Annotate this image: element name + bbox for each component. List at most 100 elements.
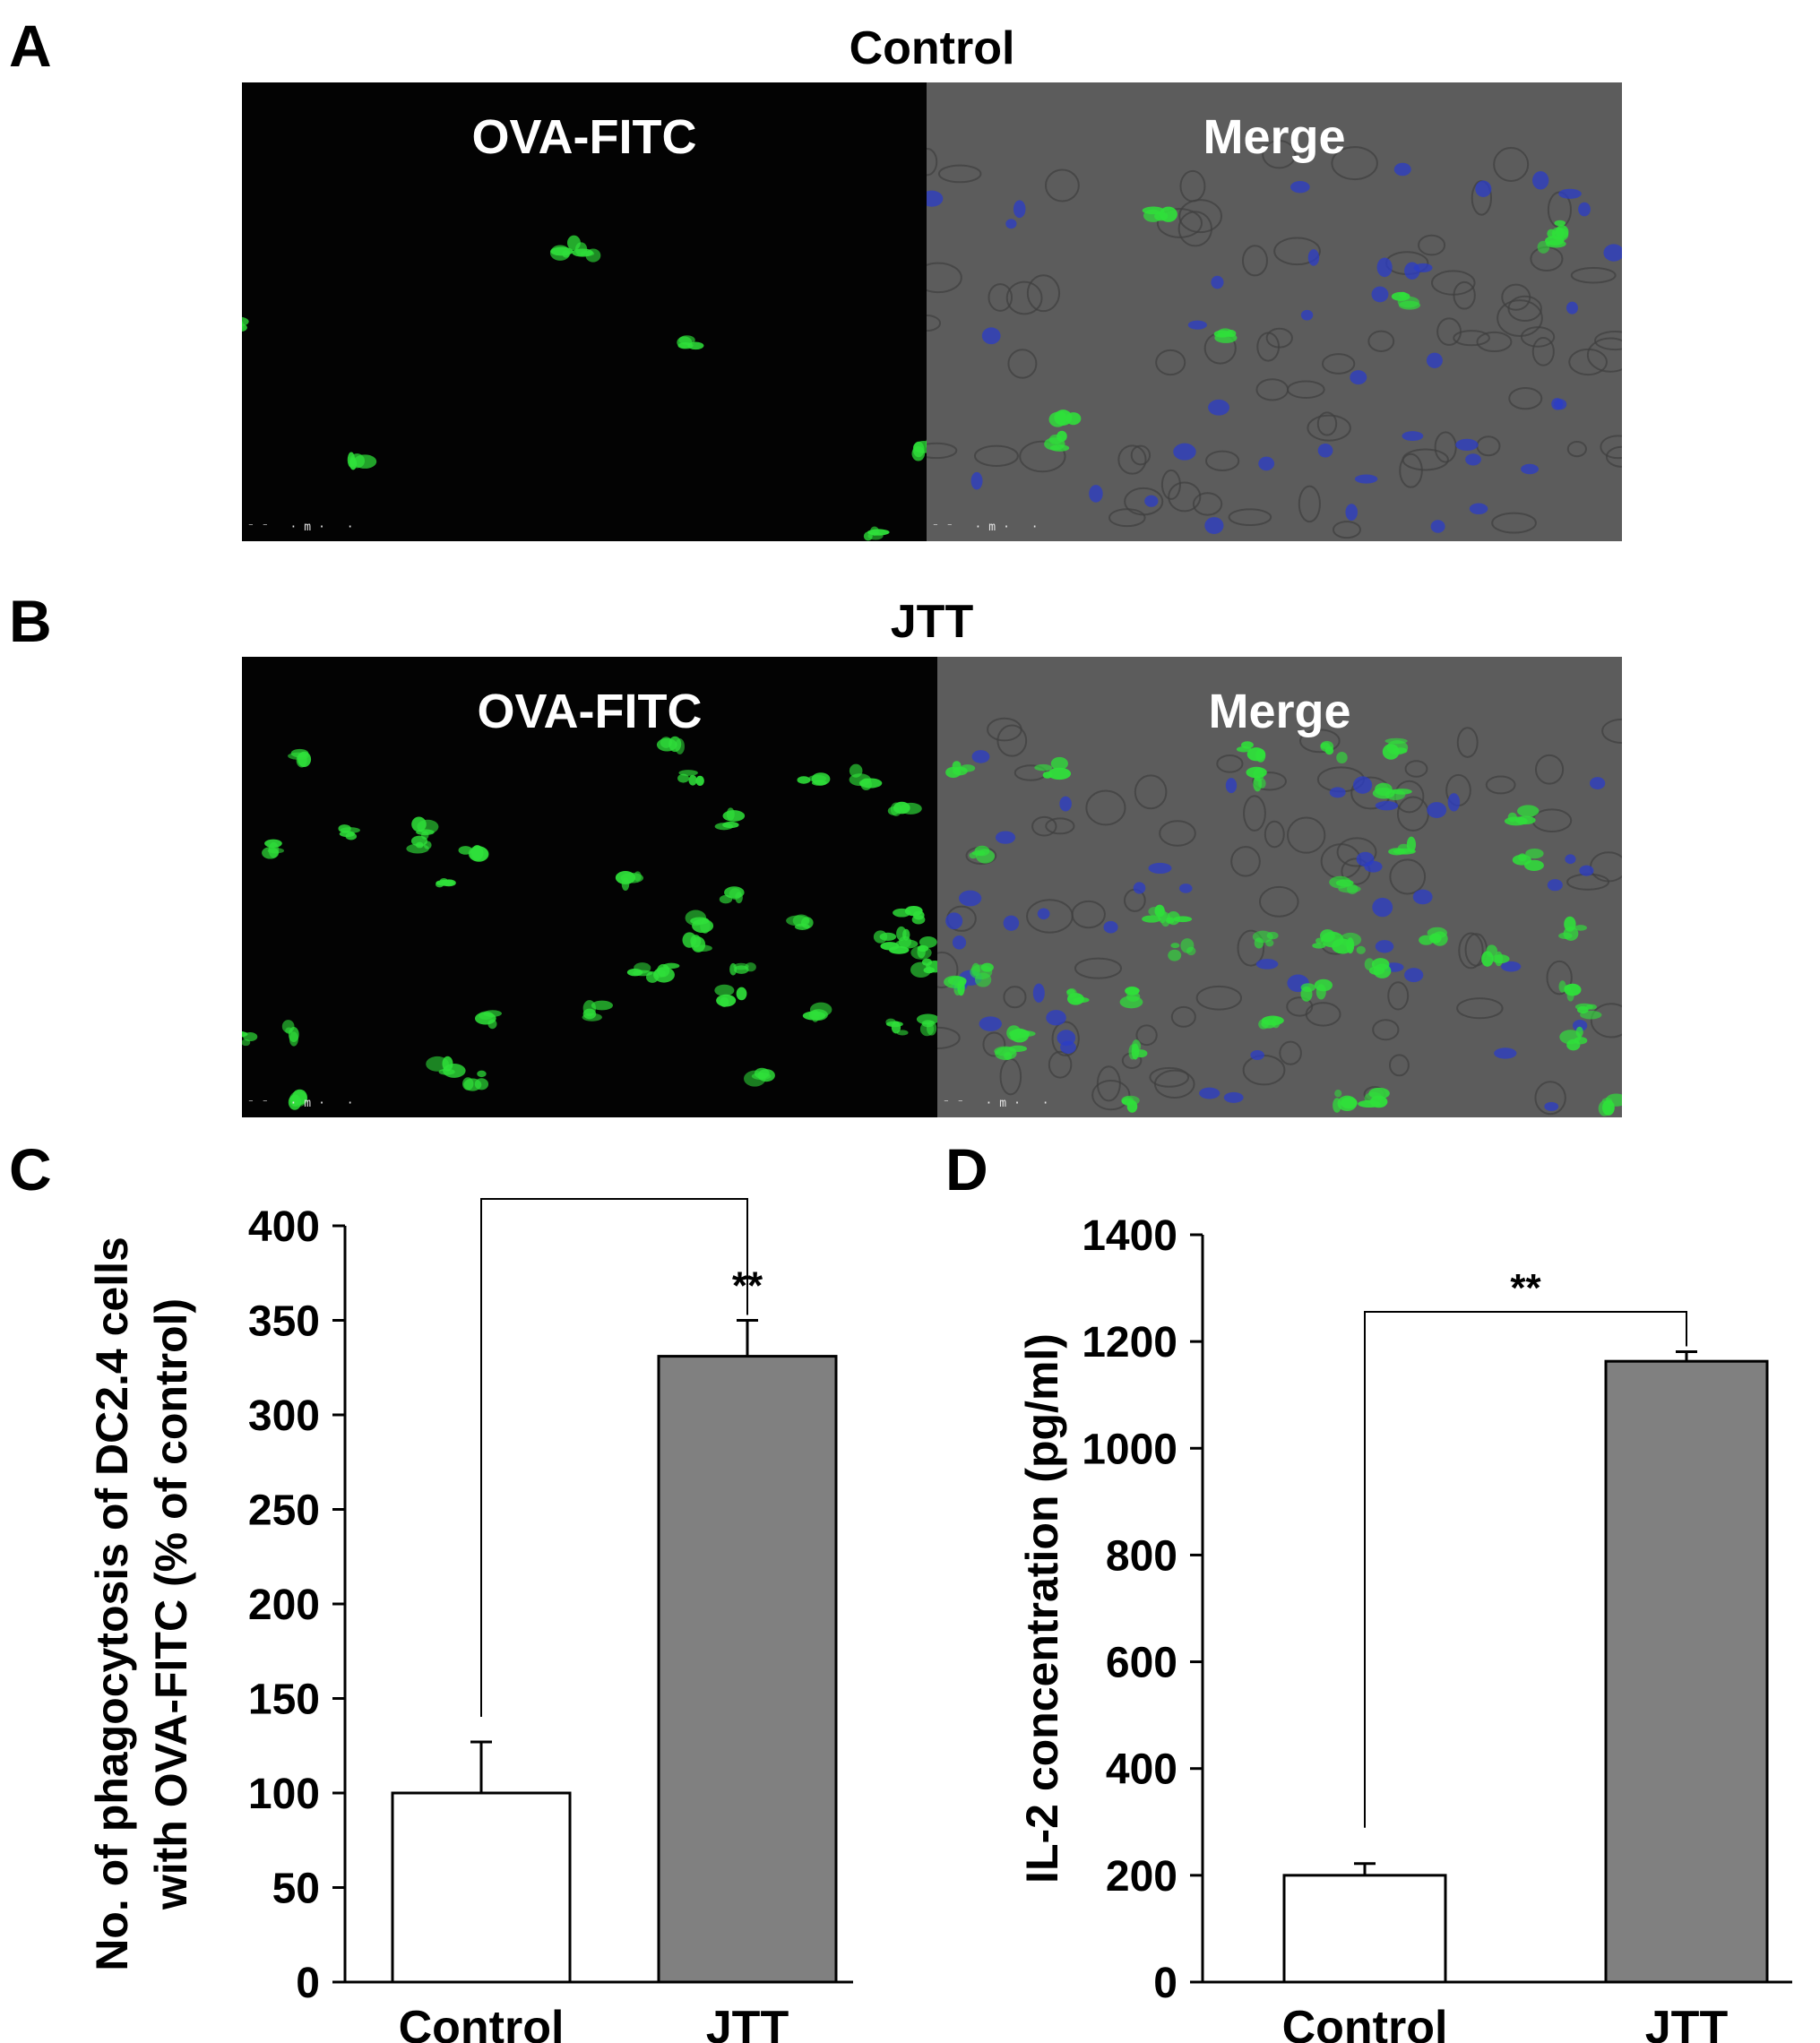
- cell-outline: [1605, 445, 1622, 468]
- fitc-spot: [1334, 1090, 1342, 1098]
- fitc-spot: [296, 753, 307, 768]
- nucleus-dot: [1590, 777, 1606, 789]
- fitc-cell: [970, 962, 994, 987]
- fitc-cell: [436, 877, 456, 888]
- nucleus-dot: [981, 327, 1001, 345]
- cell-outline: [1453, 280, 1476, 310]
- fitc-cell: [572, 242, 601, 263]
- nucleus-dot: [1521, 463, 1540, 475]
- fitc-spot: [716, 994, 737, 1007]
- cell-outline: [1003, 986, 1027, 1009]
- fitc-spot: [291, 1089, 307, 1106]
- cell-outline: [988, 283, 1014, 312]
- nucleus-dot: [1494, 1047, 1517, 1059]
- cell-outline: [1476, 331, 1513, 353]
- cell-outline: [1322, 353, 1356, 375]
- fitc-spot: [1142, 206, 1165, 215]
- nucleus-dot: [1317, 443, 1333, 458]
- fitc-spot: [995, 1047, 1017, 1061]
- fitc-cell: [911, 439, 927, 461]
- cell-outline: [1243, 795, 1266, 832]
- fitc-cell: [714, 984, 747, 1007]
- fitc-cell: [895, 926, 919, 949]
- nucleus-dot: [1013, 200, 1026, 219]
- y-tick-label: 0: [296, 1960, 320, 2007]
- fitc-spot: [1356, 945, 1366, 954]
- fitc-spot: [893, 801, 910, 815]
- cell-outline: [1586, 337, 1622, 373]
- fitc-spot: [242, 321, 244, 328]
- nucleus-dot: [1223, 1091, 1244, 1103]
- nucleus-dot: [1199, 1087, 1221, 1099]
- cell-outline: [1331, 146, 1378, 181]
- fitc-spot: [971, 849, 986, 856]
- cell-outline: [1156, 208, 1203, 238]
- nucleus-dot: [1178, 884, 1193, 893]
- cell-outline: [1252, 772, 1287, 791]
- fitc-spot: [406, 843, 429, 854]
- fitc-spot: [1159, 206, 1177, 222]
- nucleus-dot: [1003, 915, 1020, 931]
- panel-a-title: Control: [849, 22, 1015, 74]
- y-tick-label: 200: [248, 1582, 320, 1629]
- cell-outline: [1170, 1005, 1196, 1028]
- fitc-cell: [406, 835, 432, 854]
- cell-outline: [1262, 140, 1297, 169]
- chart-d-ylabel: IL-2 concentration (pg/ml): [1017, 1333, 1067, 1884]
- fitc-spot: [1261, 1019, 1277, 1029]
- fitc-cell: [1559, 1026, 1588, 1051]
- fitc-spot: [1240, 741, 1254, 749]
- chart-c: 0 50 100 150 200 250 300 350 400 Control JTT **: [248, 1198, 853, 2043]
- y-tick-label: 300: [248, 1392, 320, 1440]
- cell-outline: [1045, 168, 1080, 203]
- cell-outline: [927, 147, 938, 177]
- nucleus-dot: [1558, 188, 1582, 199]
- nucleus-dot: [1532, 171, 1549, 190]
- cell-outline: [1071, 900, 1106, 929]
- fitc-cell: [887, 801, 922, 816]
- y-tick-label: 800: [1106, 1532, 1177, 1580]
- nucleus-dot: [1032, 983, 1045, 1003]
- cell-outline: [1117, 444, 1147, 475]
- fitc-spot: [469, 846, 489, 862]
- fitc-cell: [1142, 206, 1177, 222]
- x-tick-label: JTT: [1645, 2002, 1729, 2043]
- nucleus-dot: [1352, 776, 1373, 794]
- fitc-cell: [1481, 944, 1510, 967]
- nucleus-dot: [1005, 219, 1017, 229]
- control-fitc-image: OVA-FITC ⁻⁻ ·m· ·: [242, 82, 927, 541]
- jtt-merge-label: Merge: [1208, 685, 1351, 738]
- fitc-spot: [695, 775, 704, 786]
- nucleus-dot: [1173, 443, 1196, 461]
- fitc-spot: [1364, 1091, 1384, 1105]
- nucleus-dot: [1037, 908, 1050, 920]
- fitc-spot: [242, 1039, 251, 1047]
- fitc-spot: [729, 888, 742, 901]
- nucleus-dot: [995, 831, 1016, 844]
- cell-outline: [1264, 820, 1285, 849]
- fitc-cell: [945, 761, 976, 779]
- fitc-cell: [656, 736, 685, 754]
- fitc-spot: [1252, 930, 1273, 944]
- cell-outline: [1316, 411, 1338, 436]
- fitc-spot: [443, 1064, 466, 1078]
- fitc-cell: [426, 1056, 466, 1078]
- fitc-spot: [1320, 740, 1334, 753]
- fitc-spot: [1558, 932, 1573, 940]
- fitc-spot: [754, 1067, 770, 1079]
- cell-outline: [1155, 349, 1186, 376]
- fitc-spot: [415, 841, 424, 849]
- fitc-cell: [338, 824, 360, 840]
- fitc-cell: [685, 909, 714, 934]
- chart-c-ylabel-line2: with OVA-FITC (% of control): [146, 1298, 196, 1910]
- nucleus-dot: [1144, 495, 1159, 507]
- nucleus-dot: [1501, 961, 1522, 972]
- nucleus-dot: [1345, 504, 1359, 522]
- cell-outline: [1005, 280, 1043, 315]
- nucleus-dot: [1133, 882, 1146, 894]
- fitc-spot: [1126, 991, 1141, 1002]
- cell-outline: [1048, 1050, 1073, 1079]
- fitc-spot: [1347, 884, 1359, 894]
- fitc-spot: [719, 894, 733, 904]
- fitc-cell: [281, 1020, 299, 1047]
